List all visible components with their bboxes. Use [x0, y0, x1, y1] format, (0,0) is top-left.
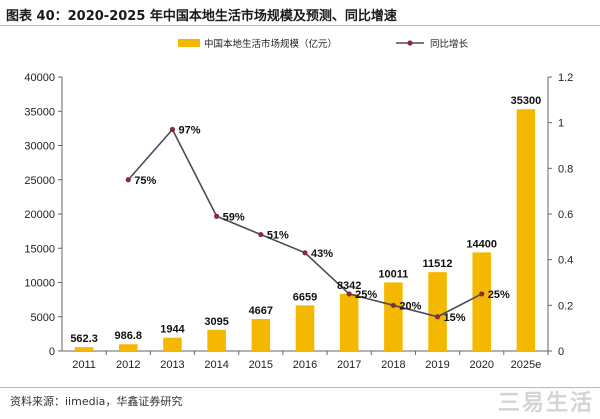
data-labels: 562.3 986.8 1944 3095 4667 6659 8342 10011 11512…: [70, 95, 541, 345]
legend-line-marker: [407, 40, 413, 46]
x-tick-label: 2017: [337, 359, 361, 371]
chart-legend: 中国本地生活市场规模（亿元） 同比增长: [178, 38, 469, 50]
left-tick-label: 30000: [24, 141, 55, 153]
left-tick-label: 20000: [24, 209, 55, 221]
right-tick-label: 1.2: [558, 72, 573, 84]
bar: [516, 109, 536, 351]
legend-line-label: 同比增长: [430, 38, 469, 50]
bar-value-label: 3095: [204, 316, 228, 328]
bar-value-label: 562.3: [70, 333, 98, 345]
x-tick-label: 2016: [293, 359, 317, 371]
growth-value-label: 15%: [444, 312, 466, 324]
bar: [163, 337, 182, 351]
bar-value-label: 8342: [337, 280, 361, 292]
bar-value-label: 6659: [293, 291, 317, 303]
growth-point: [302, 250, 308, 256]
source-divider: [0, 387, 600, 388]
x-tick-label: 2020: [469, 359, 493, 371]
right-tick-label: 0.8: [558, 163, 573, 175]
growth-point: [434, 314, 441, 320]
left-tick-label: 35000: [24, 106, 55, 118]
left-tick-label: 40000: [24, 72, 55, 84]
bar: [339, 293, 359, 351]
right-tick-label: 0.6: [558, 209, 573, 221]
bar-value-label: 11512: [423, 258, 453, 270]
combo-chart: 中国本地生活市场规模（亿元） 同比增长 0 5000 10000 15000 20000 2…: [24, 38, 573, 371]
bar: [118, 344, 138, 351]
title-bar: 图表 40：2020-2025 年中国本地生活市场规模及预测、同比增速: [0, 0, 600, 26]
x-tick-label: 2012: [116, 359, 140, 371]
line-series: [125, 126, 485, 320]
bar: [207, 329, 226, 351]
title-divider: [0, 25, 600, 26]
growth-point: [390, 302, 396, 308]
x-tick-label: 2019: [425, 359, 449, 371]
left-tick-label: 5000: [31, 312, 55, 324]
growth-value-label: 25%: [488, 289, 510, 301]
source-note: 资料来源：iimedia，华鑫证券研究: [10, 395, 183, 408]
growth-value-label: 97%: [178, 125, 200, 137]
bar: [251, 319, 271, 351]
growth-value-label: 51%: [267, 230, 289, 242]
right-tick-label: 1: [558, 118, 564, 130]
bar-value-label: 35300: [511, 95, 542, 107]
chart-title: 图表 40：2020-2025 年中国本地生活市场规模及预测、同比增速: [6, 9, 397, 24]
growth-value-label: 25%: [355, 289, 377, 301]
x-tick-label: 2013: [160, 359, 184, 371]
growth-value-label: 75%: [134, 175, 156, 187]
growth-point: [214, 213, 220, 219]
watermark-logo: 三易生活: [497, 391, 594, 416]
growth-value-label: 59%: [223, 211, 245, 223]
growth-point: [346, 291, 352, 297]
x-tick-label: 2014: [204, 359, 228, 371]
growth-point: [169, 126, 176, 133]
right-tick-label: 0.2: [558, 300, 573, 312]
bar: [384, 282, 403, 351]
legend-bar-label: 中国本地生活市场规模（亿元）: [204, 38, 337, 50]
x-tick-label: 2015: [249, 359, 273, 371]
left-tick-label: 15000: [24, 243, 55, 255]
growth-point: [258, 231, 264, 238]
left-tick-label: 0: [49, 346, 55, 358]
x-tick-label: 2011: [72, 359, 96, 371]
bar: [428, 272, 447, 351]
bar: [472, 252, 492, 351]
growth-point: [479, 291, 485, 297]
growth-value-label: 20%: [399, 300, 421, 312]
bar-value-label: 986.8: [115, 330, 143, 342]
left-tick-label: 10000: [24, 278, 55, 290]
bar-series: [74, 109, 536, 351]
x-tick-label: 2018: [381, 359, 405, 371]
right-tick-label: 0: [558, 346, 564, 358]
x-tick-label: 2025e: [511, 359, 542, 371]
bar-value-label: 4667: [249, 305, 273, 317]
bar: [295, 305, 315, 351]
bar: [74, 347, 94, 351]
growth-point: [125, 177, 131, 183]
right-tick-label: 0.4: [558, 255, 573, 267]
left-tick-label: 25000: [24, 175, 55, 187]
bar-value-label: 1944: [160, 324, 185, 336]
growth-value-label: 43%: [311, 248, 333, 260]
legend-bar-swatch: [178, 39, 200, 47]
chart-axes: 0 5000 10000 15000 20000 25000 30000 35000 40000…: [24, 72, 573, 371]
bar-value-label: 10011: [378, 268, 408, 280]
bar-value-label: 14400: [466, 238, 497, 250]
